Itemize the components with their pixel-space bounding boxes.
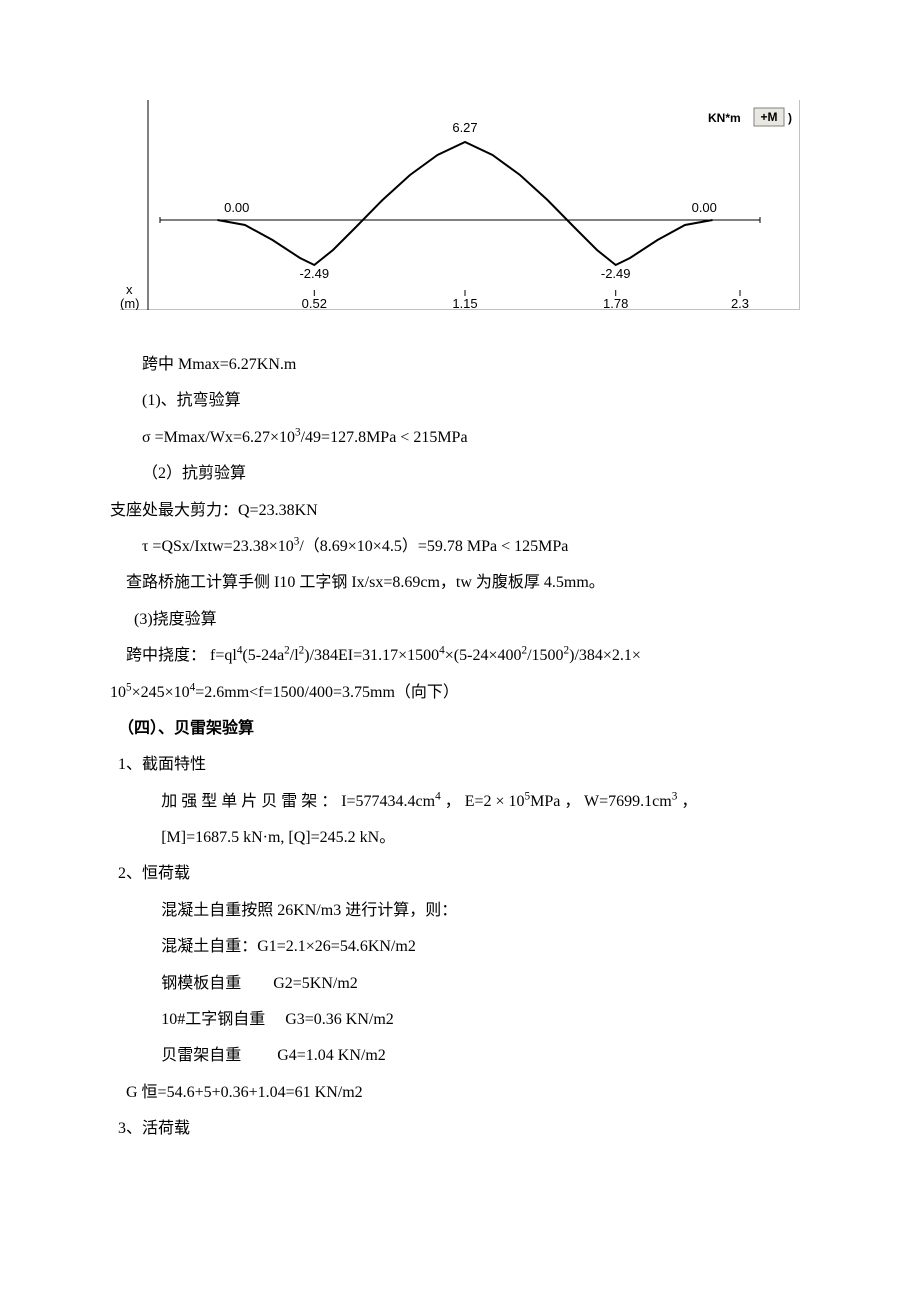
line-ibeam-note: 查路桥施工计算手侧 I10 工字钢 Ix/sx=8.69cm，tw 为腹板厚 4… (110, 568, 800, 598)
s2-line-b: 混凝土自重：G1=2.1×26=54.6KN/m2 (110, 932, 800, 962)
def2-b: ×245×10 (132, 684, 190, 701)
s3-heading: 3、活荷载 (110, 1114, 800, 1144)
svg-text:-2.49: -2.49 (601, 266, 631, 281)
svg-text:1.78: 1.78 (603, 296, 628, 310)
line-bending-check-heading: (1)、抗弯验算 (110, 386, 800, 416)
def2-c: =2.6mm<f=1500/400=3.75mm（向下） (195, 684, 459, 701)
line-shear-check-heading: （2）抗剪验算 (110, 459, 800, 489)
def-e: ×(5-24×400 (445, 647, 522, 664)
document-page: 0.52 1.15 1.78 2.3 x(m) 0.00 6.27 0.00 -2.49 -2.4… (0, 0, 920, 1211)
s2-line-d: 10#工字钢自重 G3=0.36 KN/m2 (110, 1005, 800, 1035)
svg-text:KN*m: KN*m (708, 111, 741, 125)
svg-text:): ) (788, 111, 792, 125)
s2-heading: 2、恒荷载 (110, 859, 800, 889)
tau-post: /（8.69×10×4.5）=59.78 MPa < 125MPa (299, 538, 568, 555)
def2-a: 10 (110, 684, 126, 701)
def-d: )/384EI=31.17×1500 (304, 647, 439, 664)
sigma-pre: σ =Mmax/Wx=6.27×10 (142, 429, 295, 446)
s1a-mid2: MPa ， W=7699.1cm (530, 793, 672, 810)
svg-text:-2.49: -2.49 (299, 266, 329, 281)
svg-text:1.15: 1.15 (452, 296, 477, 310)
line-sigma: σ =Mmax/Wx=6.27×103/49=127.8MPa < 215MPa (110, 423, 800, 453)
svg-text:+M: +M (760, 110, 777, 124)
s2-line-a: 混凝土自重按照 26KN/m3 进行计算，则： (110, 896, 800, 926)
svg-text:6.27: 6.27 (452, 120, 477, 135)
svg-text:(m): (m) (120, 296, 140, 310)
s2-line-e: 贝雷架自重 G4=1.04 KN/m2 (110, 1041, 800, 1071)
def-a: 跨中挠度： f=ql (126, 647, 237, 664)
def-c: /l (290, 647, 299, 664)
moment-diagram-chart: 0.52 1.15 1.78 2.3 x(m) 0.00 6.27 0.00 -2.49 -2.4… (120, 100, 800, 310)
svg-text:0.00: 0.00 (692, 200, 717, 215)
line-deflection-heading: (3)挠度验算 (110, 605, 800, 635)
svg-text:0.52: 0.52 (302, 296, 327, 310)
def-g: )/384×2.1× (569, 647, 641, 664)
s1-heading: 1、截面特性 (110, 750, 800, 780)
svg-text:x: x (126, 282, 133, 297)
s2-line-c: 钢模板自重 G2=5KN/m2 (110, 969, 800, 999)
svg-text:0.00: 0.00 (224, 200, 249, 215)
line-tau: τ =QSx/Ixtw=23.38×103/（8.69×10×4.5）=59.7… (110, 532, 800, 562)
s1a-post: ， (677, 793, 697, 810)
sigma-post: /49=127.8MPa < 215MPa (301, 429, 468, 446)
s1a-mid: ， E=2 × 10 (441, 793, 525, 810)
tau-pre: τ =QSx/Ixtw=23.38×10 (142, 538, 294, 555)
s2-line-f: G 恒=54.6+5+0.36+1.04=61 KN/m2 (110, 1078, 800, 1108)
def-f: /1500 (527, 647, 563, 664)
line-deflection-formula-1: 跨中挠度： f=ql4(5-24a2/l2)/384EI=31.17×15004… (110, 641, 800, 671)
line-mmax: 跨中 Mmax=6.27KN.m (110, 350, 800, 380)
s1-line-a: 加 强 型 单 片 贝 雷 架 ： I=577434.4cm4 ， E=2 × … (110, 787, 800, 817)
line-deflection-formula-2: 105×245×104=2.6mm<f=1500/400=3.75mm（向下） (110, 678, 800, 708)
heading-section-4: （四）、贝雷架验算 (110, 714, 800, 744)
def-b: (5-24a (242, 647, 284, 664)
svg-text:2.3: 2.3 (731, 296, 749, 310)
moment-chart-svg: 0.52 1.15 1.78 2.3 x(m) 0.00 6.27 0.00 -2.49 -2.4… (120, 100, 800, 310)
line-max-shear: 支座处最大剪力：Q=23.38KN (110, 496, 800, 526)
s1a-pre: 加 强 型 单 片 贝 雷 架 ： I=577434.4cm (161, 793, 435, 810)
s1-line-b: [M]=1687.5 kN·m, [Q]=245.2 kN。 (110, 823, 800, 853)
